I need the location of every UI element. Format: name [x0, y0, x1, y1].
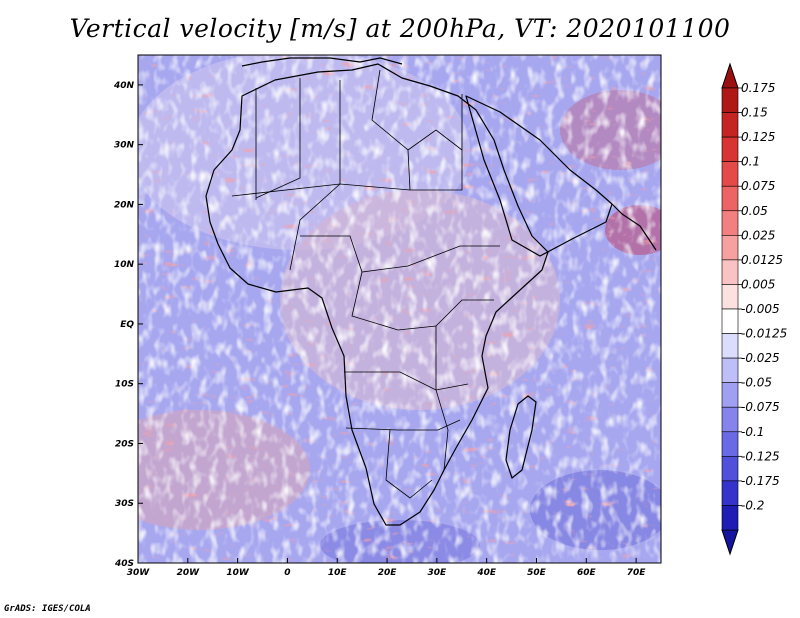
lat-tick-label: 40N: [113, 81, 135, 91]
colorbar: 0.175 0.15 0.125 0.1 0.075 0.05 0.025 0.0125 0.0…: [721, 62, 787, 556]
colorbar-label: -0.2: [741, 498, 764, 512]
velocity-field: [138, 55, 661, 563]
lon-tick-label: 40E: [476, 568, 497, 578]
colorbar-label: 0.025: [741, 228, 775, 242]
colorbar-label: -0.075: [741, 400, 780, 414]
lat-tick-label: 10N: [114, 260, 135, 270]
colorbar-swatch: [721, 431, 739, 457]
colorbar-label: 0.05: [741, 204, 768, 218]
madagascar-coastline: [505, 395, 537, 479]
lat-tick-label: 20S: [115, 439, 134, 449]
plot-frame: [137, 54, 662, 564]
border: [344, 371, 469, 391]
lon-tick-label: 30W: [127, 568, 151, 578]
colorbar-label: -0.05: [741, 376, 772, 390]
lon-tick-label: 60E: [577, 568, 597, 578]
colorbar-label: 0.0125: [741, 253, 783, 267]
colorbar-label: 0.15: [741, 106, 768, 120]
lon-tick-label: 10E: [328, 568, 348, 578]
lon-tick-label: 0: [284, 568, 290, 578]
lat-tick-label: 40S: [114, 559, 134, 569]
colorbar-label: -0.175: [741, 474, 780, 488]
colorbar-label: 0.175: [741, 81, 775, 95]
lon-tick-label: 10W: [226, 568, 250, 578]
colorbar-swatch: [721, 235, 739, 261]
colorbar-swatch: [721, 406, 739, 433]
colorbar-label: 0.125: [741, 130, 775, 144]
country-borders: [231, 69, 500, 499]
colorbar-swatch: [721, 210, 739, 236]
lon-tick-label: 20E: [378, 568, 398, 578]
asia-coastline: [611, 203, 657, 251]
colorbar-label: -0.005: [741, 302, 780, 316]
colorbar-label: -0.0125: [741, 327, 787, 341]
colorbar-swatch: [721, 136, 739, 162]
colorbar-top-arrow: [721, 62, 739, 89]
colorbar-label: -0.1: [741, 425, 764, 439]
colorbar-swatch: [721, 112, 739, 138]
border: [371, 69, 411, 191]
border: [345, 419, 461, 431]
colorbar-swatch: [721, 456, 739, 482]
border: [410, 94, 463, 191]
lat-tick-label: 30N: [114, 141, 135, 151]
colorbar-label: -0.125: [741, 449, 780, 463]
colorbar-swatch: [721, 333, 739, 359]
colorbar-swatch: [721, 185, 739, 212]
colorbar-label: 0.1: [741, 155, 760, 169]
colorbar-swatch: [721, 161, 739, 187]
colorbar-swatch: [721, 308, 739, 334]
colorbar-swatch: [721, 382, 739, 408]
lat-tick-label: 20N: [114, 200, 135, 210]
colorbar-swatch: [721, 284, 739, 310]
lat-tick-label: 10S: [115, 380, 134, 390]
colorbar-label: 0.005: [741, 277, 775, 291]
arabia-coastline: [465, 95, 613, 257]
border: [351, 271, 494, 331]
lon-tick-label: 50E: [527, 568, 547, 578]
border: [385, 429, 433, 499]
footer-credit: GrADS: IGES/COLA: [4, 604, 91, 614]
colorbar-swatch: [721, 505, 739, 531]
colorbar-swatch: [721, 480, 739, 506]
lon-tick-label: 20W: [177, 568, 201, 578]
colorbar-label: -0.025: [741, 351, 780, 365]
colorbar-bottom-arrow: [721, 529, 739, 556]
colorbar-label: 0.075: [741, 179, 775, 193]
colorbar-swatch: [721, 259, 739, 285]
page-title: Vertical velocity [m/s] at 200hPa, VT: 2…: [69, 14, 731, 43]
colorbar-swatch: [721, 87, 739, 113]
border: [289, 80, 341, 271]
colorbar-swatch: [721, 357, 739, 383]
border: [435, 326, 449, 471]
lat-tick-label: 30S: [115, 499, 134, 509]
map-axes: 30W 20W 10W 0 10E 20E 30E 40E 50E 60E 70E 40N 30N 20N…: [113, 81, 646, 578]
border: [300, 235, 500, 273]
europe-coastline: [241, 57, 403, 67]
border: [231, 183, 411, 197]
lat-tick-label: EQ: [120, 320, 134, 330]
lon-tick-label: 70E: [627, 568, 647, 578]
lon-tick-label: 30E: [428, 568, 448, 578]
border: [407, 129, 463, 151]
